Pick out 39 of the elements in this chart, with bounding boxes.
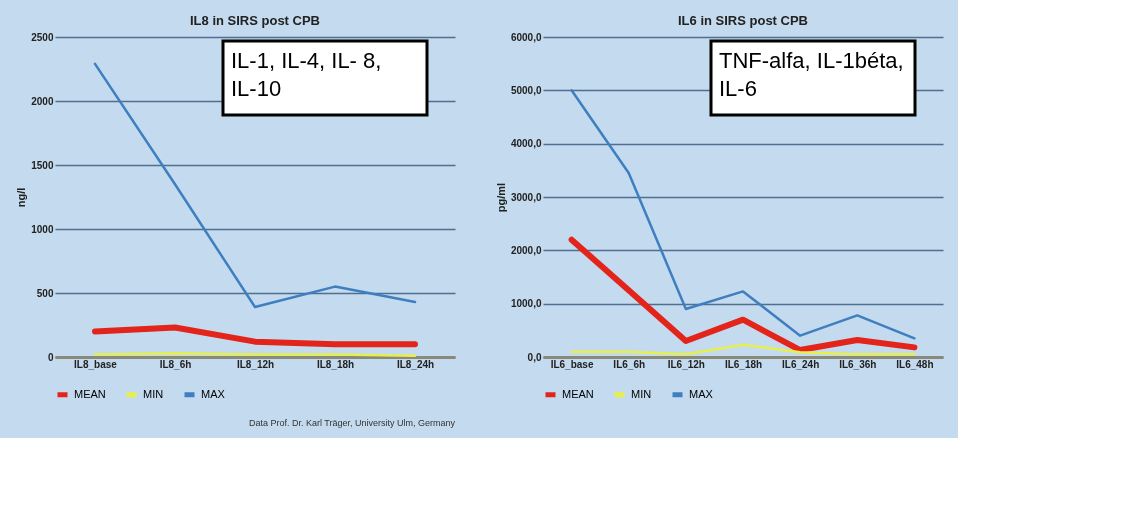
x-tick-label: IL6_36h [839,358,877,370]
y-tick-label: 1500 [31,159,54,171]
y-tick-label: 1000,0 [510,298,542,310]
y-tick-label: 0,0 [527,351,542,363]
legend-label: MAX [201,387,226,400]
y-axis-title: pg/ml [494,182,507,213]
x-tick-label: IL8_12h [236,358,275,370]
legend-label: MAX [689,387,714,400]
x-tick-label: IL8_6h [159,358,192,370]
legend-label: MEAN [562,387,594,400]
x-tick-label: IL6_24h [782,358,820,370]
text: Data Prof. Dr. Karl Träger, University Ulm, Germany [248,418,456,428]
y-tick-label: 4000,0 [510,138,542,150]
chart-title: IL6 in SIRS post CPB [677,13,809,28]
y-tick-label: 2000,0 [510,244,542,256]
x-tick-label: IL8_18h [316,358,355,370]
y-tick-label: 5000,0 [510,84,542,96]
annotation: TNF-alfa, IL-1béta, IL-6 [719,48,904,101]
legend-label: MIN [631,387,652,400]
y-tick-label: 0 [47,351,54,363]
y-tick-label: 2000 [31,95,54,107]
legend-label: MEAN [74,387,106,400]
x-tick-label: IL6_base [550,358,594,370]
legend-label: MIN [143,387,164,400]
y-tick-label: 3000,0 [510,191,542,203]
x-tick-label: IL6_6h [613,358,646,370]
line-series [570,343,916,356]
annotation: IL-1, IL-4, IL- 8, IL-10 [231,48,382,101]
x-tick-label: IL6_12h [667,358,705,370]
y-tick-label: 500 [36,287,54,299]
chart-title: IL8 in SIRS post CPB [189,13,321,28]
x-tick-label: IL8_base [74,358,118,370]
y-tick-label: 6000,0 [510,31,542,43]
y-axis-title: ng/l [15,187,28,208]
y-tick-label: 1000 [31,223,54,235]
y-tick-label: 2500 [31,31,54,43]
x-tick-label: IL6_18h [724,358,763,370]
x-tick-label: IL6_48h [896,358,934,370]
x-tick-label: IL8_24h [396,358,435,370]
